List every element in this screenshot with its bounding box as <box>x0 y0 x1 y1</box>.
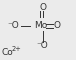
Text: O: O <box>54 21 60 30</box>
Text: ⁻O: ⁻O <box>37 41 48 50</box>
Text: Co: Co <box>2 48 13 57</box>
Text: ⁻O: ⁻O <box>8 21 20 30</box>
Text: O: O <box>39 3 46 12</box>
Text: 2+: 2+ <box>11 46 21 52</box>
Text: Mo: Mo <box>34 21 47 30</box>
